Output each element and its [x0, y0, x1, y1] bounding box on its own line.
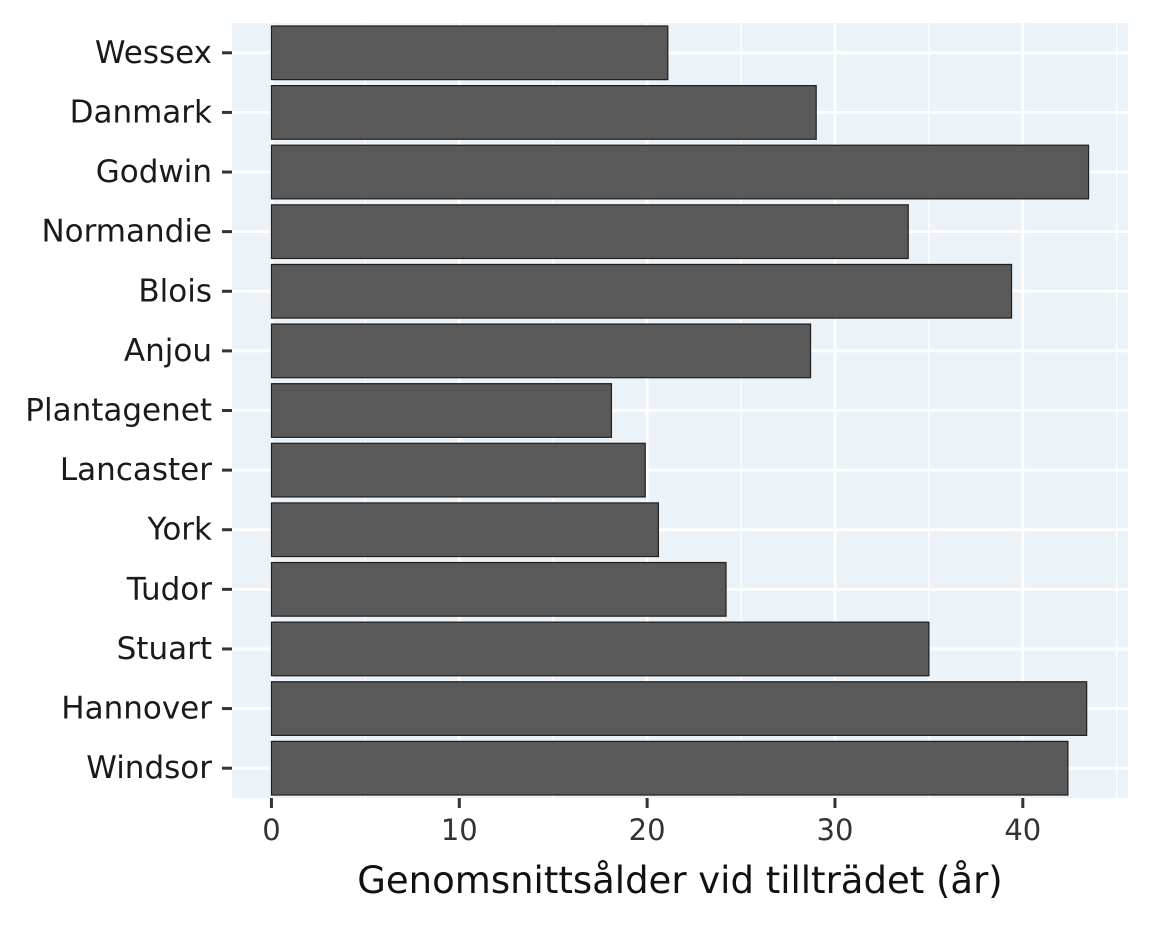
- bar: [270, 144, 1090, 200]
- bar: [270, 442, 646, 498]
- bar: [270, 84, 817, 140]
- bar: [270, 561, 727, 617]
- y-tick-label: York: [147, 512, 213, 548]
- x-tick-label: 30: [817, 813, 854, 847]
- y-tick-label: Godwin: [96, 154, 212, 190]
- x-axis-title: Genomsnittsålder vid tillträdet (år): [357, 859, 1002, 902]
- x-tick-label: 40: [1004, 813, 1041, 847]
- y-tick-label: Anjou: [124, 333, 212, 369]
- bar: [270, 740, 1069, 796]
- bar: [270, 263, 1013, 319]
- bar: [270, 25, 669, 81]
- x-tick-label: 0: [262, 813, 280, 847]
- y-tick-label: Danmark: [70, 94, 212, 130]
- y-tick-label: Windsor: [86, 750, 212, 786]
- y-tick-label: Tudor: [126, 571, 213, 607]
- y-tick-label: Plantagenet: [25, 393, 212, 429]
- y-tick-label: Stuart: [117, 631, 212, 667]
- y-axis: Wessex Danmark Godwin Normandie Blois Anjou Pl…: [25, 35, 232, 786]
- bars: [270, 25, 1090, 796]
- bar: [270, 323, 812, 379]
- y-tick-label: Wessex: [95, 35, 212, 71]
- y-tick-label: Lancaster: [60, 452, 212, 488]
- bar: [270, 502, 659, 558]
- bar: [270, 204, 909, 260]
- bar: [270, 681, 1088, 737]
- x-tick-label: 20: [629, 813, 666, 847]
- y-tick-label: Normandie: [41, 214, 212, 250]
- y-tick-label: Blois: [138, 273, 212, 309]
- x-tick-label: 10: [441, 813, 478, 847]
- y-tick-label: Hannover: [61, 691, 212, 727]
- x-axis: 0 10 20 30 40: [262, 798, 1041, 847]
- bar: [270, 621, 930, 677]
- bar: [270, 383, 613, 438]
